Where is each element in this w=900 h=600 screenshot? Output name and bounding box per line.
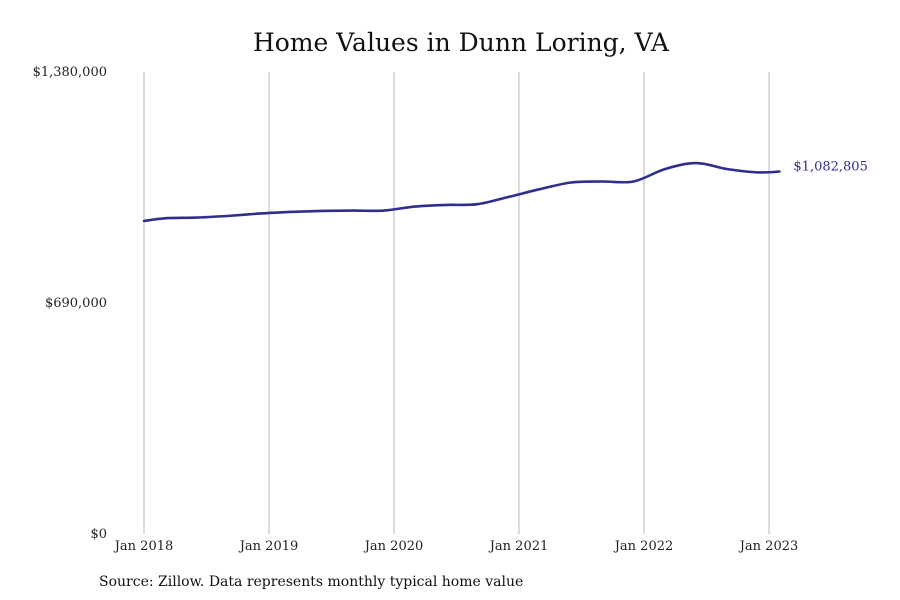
gridlines (143, 72, 770, 534)
chart-title: Home Values in Dunn Loring, VA (253, 28, 670, 57)
x-tick-label: Jan 2023 (738, 539, 799, 554)
x-tick-label: Jan 2018 (113, 539, 174, 554)
source-note: Source: Zillow. Data represents monthly … (99, 574, 523, 590)
y-tick-label: $1,380,000 (33, 65, 107, 80)
y-tick-label: $0 (90, 527, 107, 542)
x-tick-label: Jan 2020 (363, 539, 424, 554)
y-tick-label: $690,000 (45, 296, 107, 311)
x-axis-tick-labels: Jan 2018 Jan 2019 Jan 2020 Jan 2021 Jan 2022… (113, 539, 799, 554)
y-axis-tick-labels: $0 $690,000 $1,380,000 (33, 65, 107, 542)
end-value-label: $1,082,805 (793, 159, 867, 174)
series-line (142, 161, 781, 223)
x-tick-label: Jan 2019 (238, 539, 299, 554)
x-tick-label: Jan 2021 (488, 539, 549, 554)
x-tick-label: Jan 2022 (613, 539, 674, 554)
